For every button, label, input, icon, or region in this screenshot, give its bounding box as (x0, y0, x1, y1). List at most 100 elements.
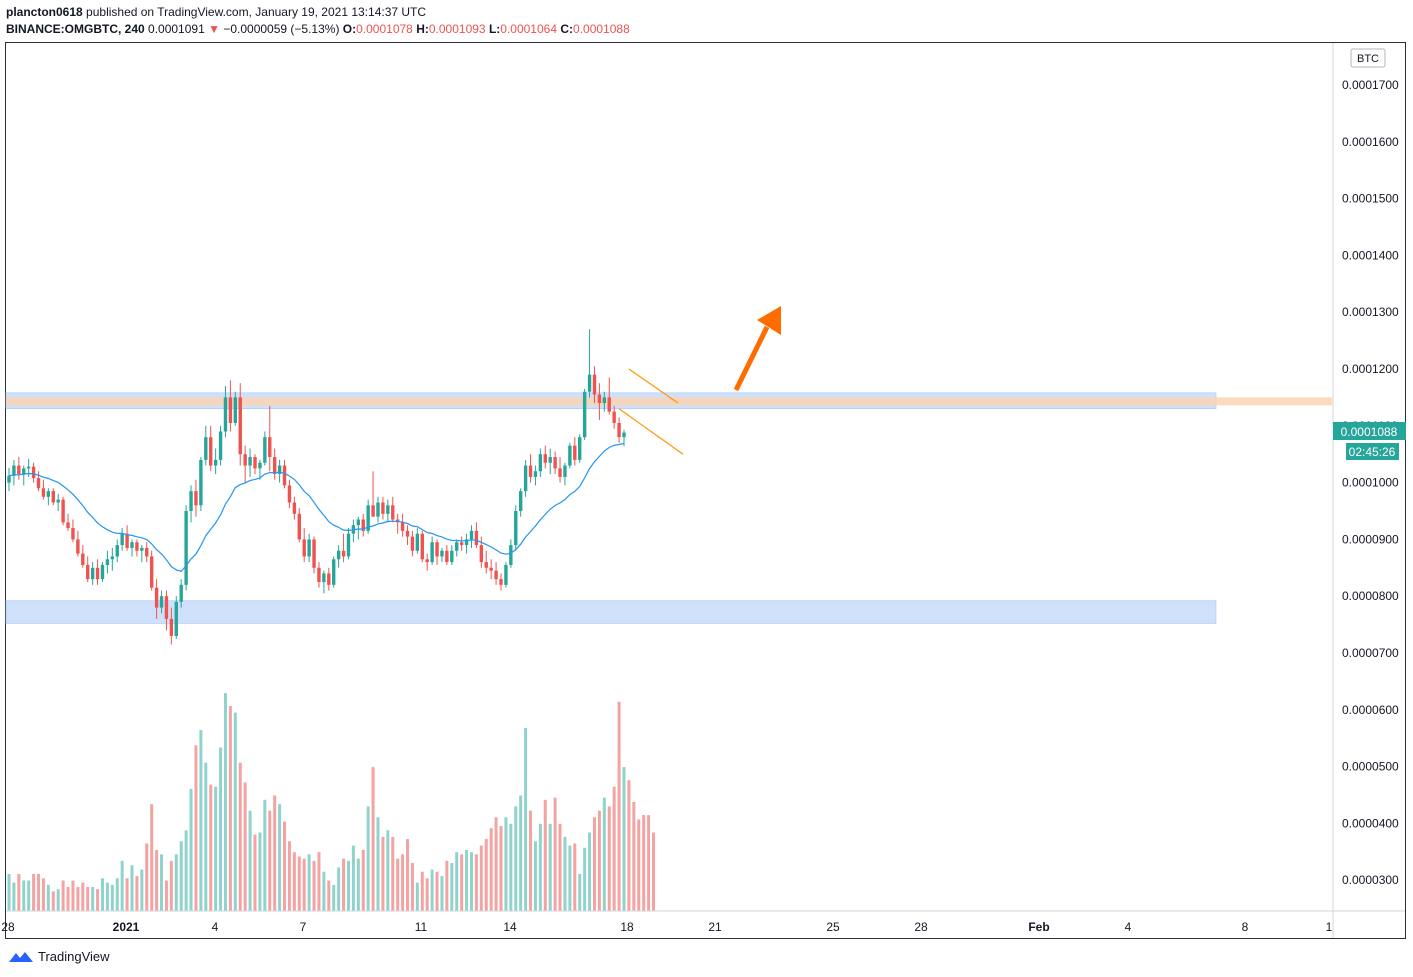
candle-body (499, 579, 503, 585)
tradingview-logo-icon (9, 951, 33, 962)
volume-bar (223, 693, 227, 911)
volume-bar (465, 849, 469, 911)
volume-bar (371, 767, 375, 911)
candle-body (518, 491, 523, 511)
price-tick-label: 0.0000300 (1342, 873, 1399, 887)
candle-body (327, 573, 331, 585)
candle-body (115, 545, 119, 557)
candle-body (272, 457, 277, 475)
publish-info: published on TradingView.com, January 19… (86, 5, 427, 19)
candle-body (514, 511, 518, 546)
candle-body (194, 491, 198, 506)
volume-bar (642, 815, 646, 911)
candle-body (253, 457, 257, 469)
volume-bar (81, 882, 85, 911)
zone-orange-1 (6, 397, 1332, 406)
volume-bar (273, 795, 277, 911)
candle-body (587, 374, 592, 392)
volume-bar (499, 825, 503, 911)
symbol-line: BINANCE:OMGBTC, 240 0.0001091 ▼ −0.00000… (6, 22, 630, 36)
price-tick-label: 0.0001200 (1342, 362, 1399, 376)
candle-body (292, 502, 297, 514)
last-price: 0.0001091 (148, 22, 205, 36)
publish-line: plancton0618 published on TradingView.co… (6, 5, 426, 19)
candle-body (425, 559, 429, 563)
candle-body (366, 505, 370, 531)
candle-body (469, 530, 474, 540)
volume-bar (632, 802, 636, 911)
volume-bar (17, 873, 21, 911)
volume-bar (627, 780, 631, 911)
volume-bar (420, 871, 424, 911)
candle-body (459, 542, 464, 546)
volume-bar (558, 823, 562, 911)
candle-body (484, 562, 488, 568)
price-tick-label: 0.0001600 (1342, 135, 1399, 149)
symbol-name[interactable]: BINANCE:OMGBTC, 240 (6, 22, 145, 36)
volume-bar (568, 845, 572, 911)
arrow-shaft (733, 325, 770, 392)
candle-body (400, 522, 405, 531)
author-name[interactable]: plancton0618 (6, 5, 83, 19)
candle-body (169, 618, 174, 636)
volume-bar (381, 836, 385, 911)
candle-body (553, 457, 557, 469)
open-value: 0.0001078 (356, 22, 413, 36)
volume-bar (302, 858, 306, 911)
candle-body (336, 550, 341, 560)
time-tick-label: 11 (415, 920, 428, 934)
candle-body (159, 596, 164, 608)
volume-bar (607, 806, 611, 911)
candle-body (504, 564, 508, 585)
volume-bar (278, 804, 282, 911)
candle-body (440, 550, 444, 557)
candle-body (543, 454, 547, 463)
volume-bar (253, 834, 257, 911)
drawings-layer (618, 306, 781, 455)
candle-body (248, 457, 252, 466)
zone-blue-2 (5, 600, 1217, 624)
candle-body (263, 437, 267, 463)
candle-body (381, 502, 385, 514)
volume-bar (351, 845, 355, 911)
volume-bar (12, 882, 16, 911)
volume-bar (243, 782, 247, 911)
volume-bar (130, 865, 134, 911)
volume-bar (307, 854, 311, 911)
currency-badge[interactable] (1350, 48, 1386, 68)
volume-bar (548, 823, 552, 911)
time-tick-label: Feb (1028, 920, 1049, 934)
price-tick-label: 0.0001700 (1342, 78, 1399, 92)
candle-body (154, 587, 159, 608)
candle-body (36, 478, 41, 489)
volume-bar (96, 889, 100, 911)
volume-bar (91, 887, 95, 911)
volume-bar (194, 745, 198, 911)
candle-body (548, 457, 552, 463)
candle-body (145, 547, 149, 557)
volume-bar (376, 817, 380, 911)
low-label: L: (488, 22, 501, 36)
volume-bar (160, 854, 164, 911)
volume-bar (51, 891, 55, 911)
candle-body (71, 528, 75, 540)
volume-bar (71, 880, 75, 911)
tradingview-footer[interactable]: TradingView (8, 949, 110, 964)
candle-body (582, 391, 587, 438)
countdown-tag-text: 02:45:26 (1349, 445, 1396, 459)
candle-body (430, 542, 434, 563)
volume-bar (592, 817, 596, 911)
candle-body (410, 536, 415, 551)
candle-body (12, 465, 16, 476)
volume-bar (410, 863, 414, 911)
volume-bar (396, 858, 400, 911)
volume-bar (61, 880, 65, 911)
volume-bar (164, 880, 168, 911)
close-value: 0.0001088 (573, 22, 630, 36)
candle-body (474, 530, 479, 546)
volume-bar (150, 804, 154, 911)
volume-bar (214, 786, 218, 911)
high-label: H: (416, 22, 429, 36)
volume-bar (533, 841, 537, 911)
